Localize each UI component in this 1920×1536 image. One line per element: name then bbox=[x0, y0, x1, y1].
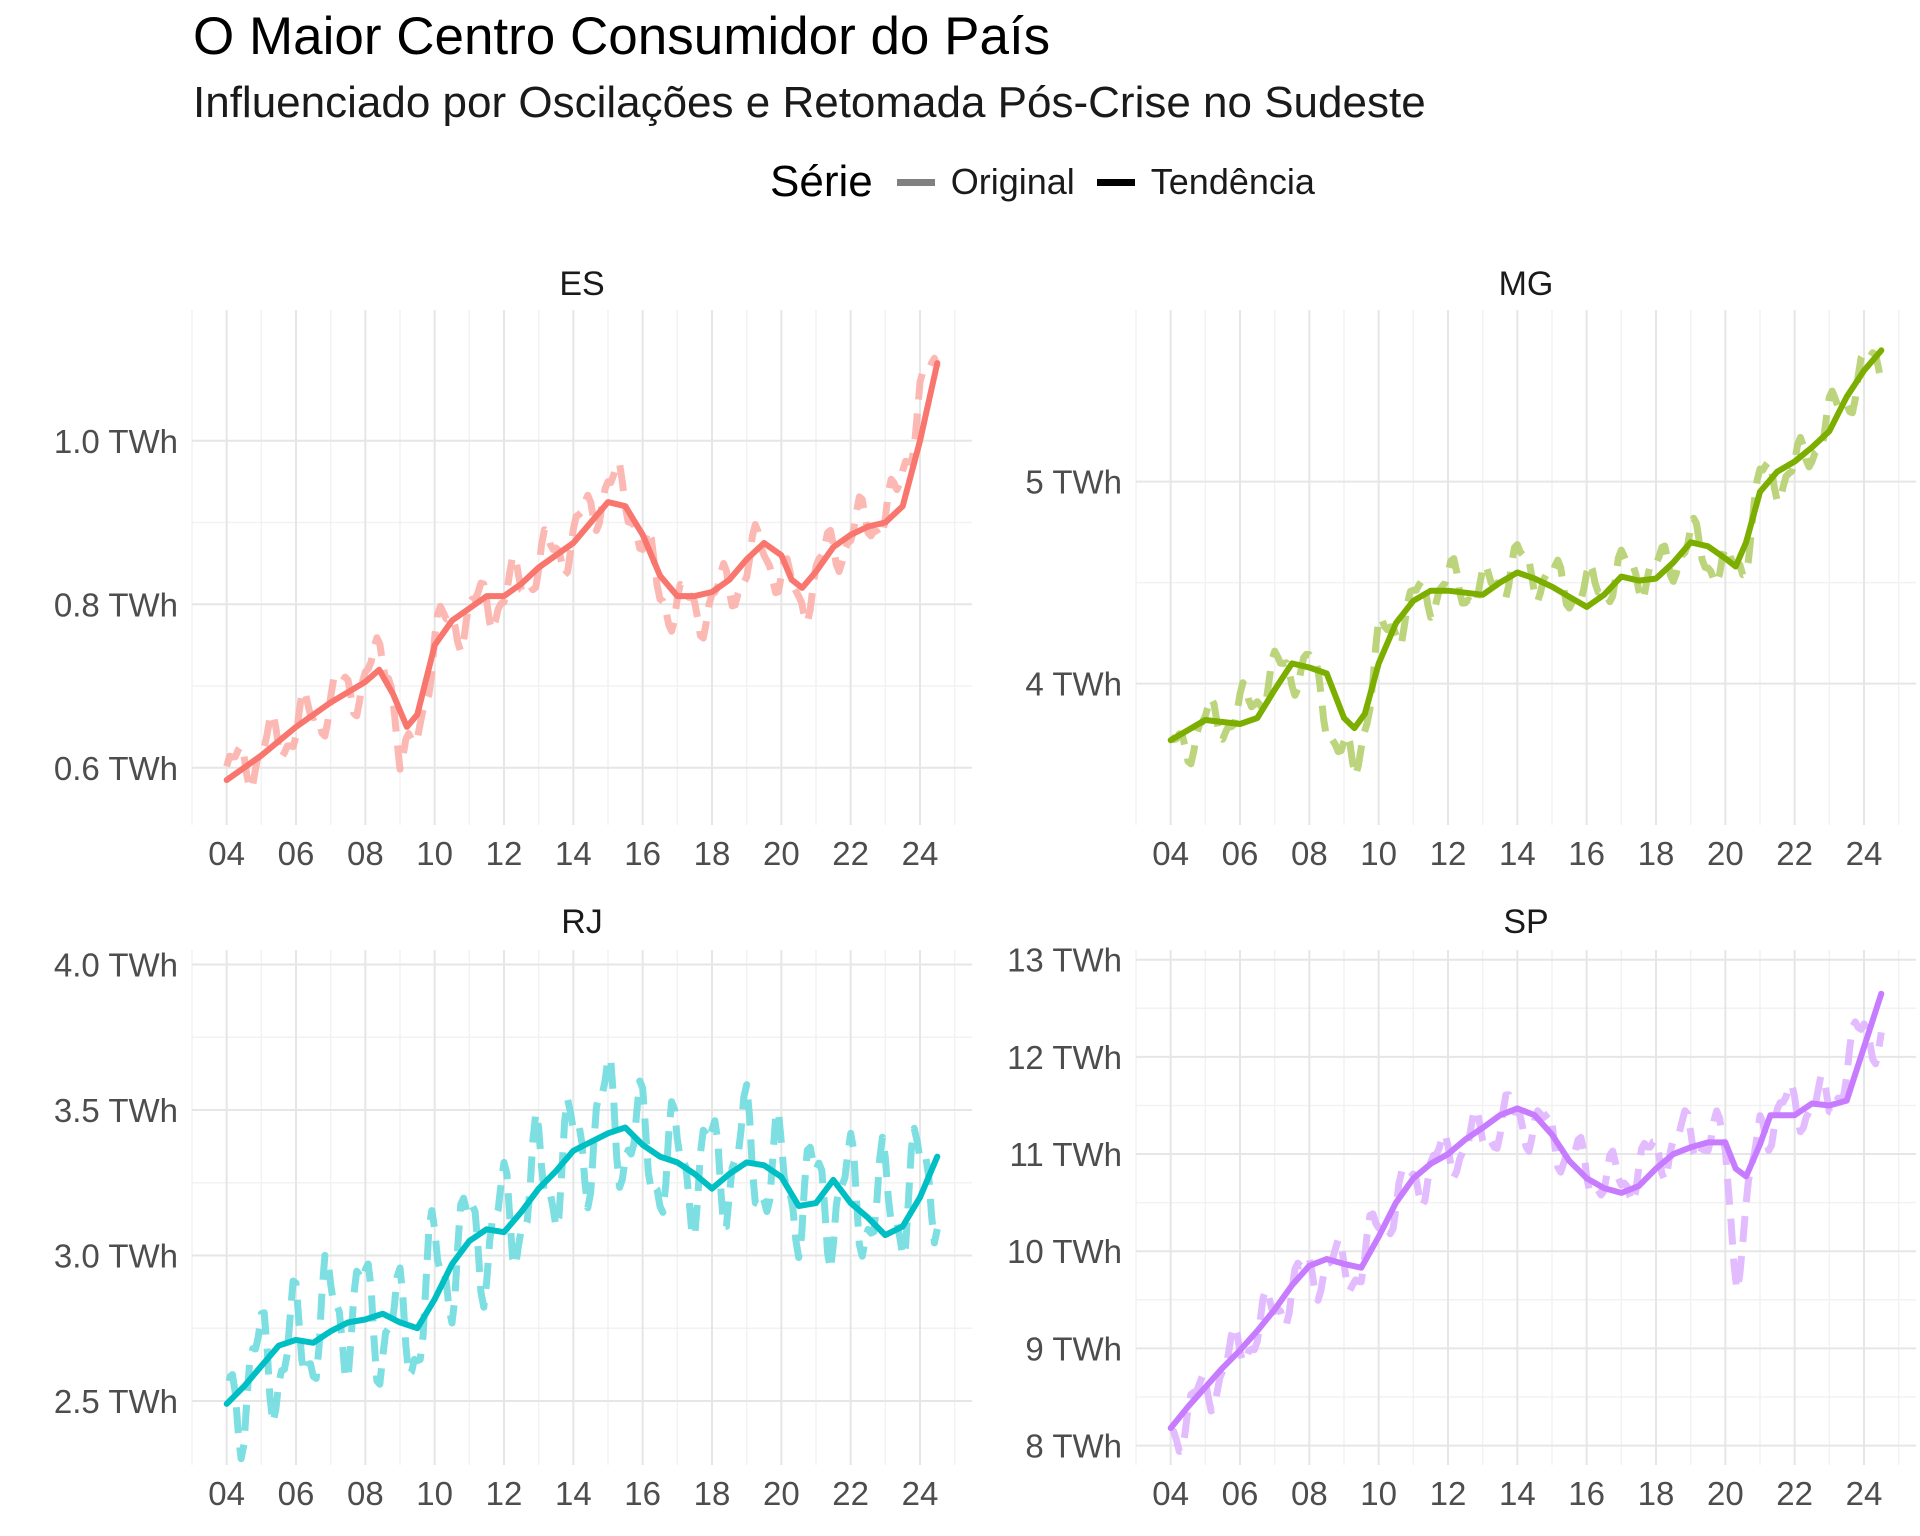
x-tick-label: 10 bbox=[1360, 1475, 1397, 1512]
x-tick-label: 08 bbox=[1291, 1475, 1328, 1512]
x-tick-label: 04 bbox=[208, 1475, 245, 1512]
panel-mg: MG 4 TWh 5 TWh 04 06 08 10 12 14 16 18 20 22 24 bbox=[1025, 265, 1916, 872]
x-tick-label: 12 bbox=[486, 1475, 523, 1512]
x-tick-label: 12 bbox=[1430, 1475, 1467, 1512]
series-trend-mg bbox=[1167, 347, 1885, 744]
x-tick-label: 04 bbox=[208, 835, 245, 872]
x-tick-label: 08 bbox=[347, 835, 384, 872]
y-tick-label: 0.6 TWh bbox=[54, 750, 178, 787]
x-tick-label: 22 bbox=[832, 1475, 869, 1512]
x-tick-label: 08 bbox=[1291, 835, 1328, 872]
series-trend-rj bbox=[223, 1124, 941, 1407]
series-original-sp bbox=[1169, 1018, 1885, 1455]
x-tick-label: 12 bbox=[486, 835, 523, 872]
series-original-es bbox=[223, 354, 941, 793]
y-tick-label: 0.8 TWh bbox=[54, 586, 178, 623]
x-tick-label: 06 bbox=[278, 1475, 315, 1512]
x-tick-label: 24 bbox=[1846, 1475, 1883, 1512]
x-tick-label: 22 bbox=[832, 835, 869, 872]
chart-title: O Maior Centro Consumidor do País bbox=[193, 7, 1051, 66]
panel-title-sp: SP bbox=[1503, 903, 1548, 941]
x-tick-label: 06 bbox=[1222, 835, 1259, 872]
series-trend-es bbox=[223, 360, 941, 783]
x-tick-label: 14 bbox=[1499, 1475, 1536, 1512]
legend-item-trend: Tendência bbox=[1096, 161, 1315, 203]
x-tick-label: 14 bbox=[555, 1475, 592, 1512]
legend-label-trend: Tendência bbox=[1150, 161, 1315, 202]
x-tick-label: 20 bbox=[763, 835, 800, 872]
x-tick-label: 14 bbox=[1499, 835, 1536, 872]
x-tick-label: 20 bbox=[1707, 1475, 1744, 1512]
x-tick-label: 04 bbox=[1152, 1475, 1189, 1512]
legend-title: Série bbox=[770, 157, 873, 206]
y-tick-label: 12 TWh bbox=[1007, 1039, 1122, 1076]
x-tick-label: 16 bbox=[1568, 835, 1605, 872]
panel-es: ES 0.6 TWh 0.8 TWh 1.0 TWh 04 06 08 10 12 14 16 18 2… bbox=[54, 265, 972, 872]
y-tick-label: 8 TWh bbox=[1025, 1428, 1122, 1465]
x-tick-label: 22 bbox=[1776, 835, 1813, 872]
legend-label-original: Original bbox=[950, 161, 1075, 202]
y-tick-label: 13 TWh bbox=[1007, 942, 1122, 979]
y-tick-label: 3.0 TWh bbox=[54, 1238, 178, 1275]
x-tick-label: 14 bbox=[555, 835, 592, 872]
y-tick-label: 4.0 TWh bbox=[54, 947, 178, 984]
x-tick-label: 18 bbox=[1638, 835, 1675, 872]
x-tick-label: 16 bbox=[1568, 1475, 1605, 1512]
y-tick-label: 1.0 TWh bbox=[54, 423, 178, 460]
x-tick-label: 24 bbox=[902, 835, 939, 872]
chart-subtitle: Influenciado por Oscilações e Retomada P… bbox=[193, 78, 1426, 127]
x-tick-label: 10 bbox=[416, 835, 453, 872]
x-tick-label: 08 bbox=[347, 1475, 384, 1512]
x-tick-label: 12 bbox=[1430, 835, 1467, 872]
y-tick-label: 11 TWh bbox=[1010, 1136, 1123, 1173]
y-tick-label: 10 TWh bbox=[1007, 1233, 1122, 1270]
x-tick-label: 22 bbox=[1776, 1475, 1813, 1512]
panel-title-es: ES bbox=[559, 265, 604, 303]
series-original-rj bbox=[225, 1054, 941, 1463]
panel-title-rj: RJ bbox=[561, 903, 603, 941]
legend-key-original bbox=[896, 178, 935, 186]
x-tick-label: 18 bbox=[1638, 1475, 1675, 1512]
y-tick-label: 9 TWh bbox=[1025, 1330, 1122, 1367]
series-trend-sp bbox=[1167, 990, 1885, 1432]
y-tick-label: 2.5 TWh bbox=[54, 1383, 178, 1420]
y-tick-label: 3.5 TWh bbox=[54, 1092, 178, 1129]
panel-sp: SP 8 TWh 9 TWh 10 TWh 11 TWh 12 TWh 13 TWh 04 06… bbox=[1007, 903, 1916, 1512]
x-tick-label: 10 bbox=[416, 1475, 453, 1512]
x-tick-label: 06 bbox=[1222, 1475, 1259, 1512]
x-tick-label: 10 bbox=[1360, 835, 1397, 872]
x-tick-label: 16 bbox=[624, 1475, 661, 1512]
panel-rj: RJ 2.5 TWh 3.0 TWh 3.5 TWh 4.0 TWh 04 06 08 10 12… bbox=[54, 903, 972, 1512]
x-tick-label: 18 bbox=[694, 1475, 731, 1512]
x-tick-label: 16 bbox=[624, 835, 661, 872]
x-tick-label: 24 bbox=[1846, 835, 1883, 872]
x-tick-label: 06 bbox=[278, 835, 315, 872]
legend-key-trend bbox=[1096, 178, 1135, 186]
x-tick-label: 20 bbox=[763, 1475, 800, 1512]
legend-item-original: Original bbox=[896, 161, 1075, 203]
legend: Série Original Tendência bbox=[770, 157, 1337, 207]
panel-title-mg: MG bbox=[1499, 265, 1554, 303]
series-original-mg bbox=[1168, 349, 1885, 780]
x-tick-label: 04 bbox=[1152, 835, 1189, 872]
y-tick-label: 4 TWh bbox=[1025, 666, 1122, 703]
x-tick-label: 20 bbox=[1707, 835, 1744, 872]
x-tick-label: 24 bbox=[902, 1475, 939, 1512]
x-tick-label: 18 bbox=[694, 835, 731, 872]
y-tick-label: 5 TWh bbox=[1025, 464, 1122, 501]
